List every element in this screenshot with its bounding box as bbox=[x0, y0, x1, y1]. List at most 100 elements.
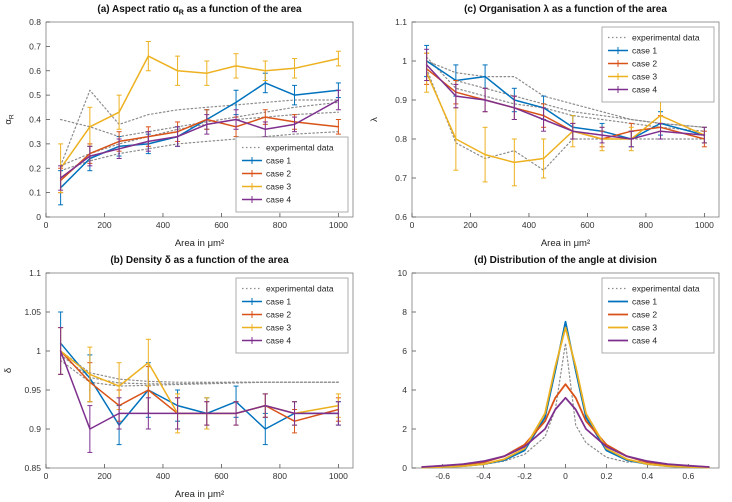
x-tick-label: 800 bbox=[273, 220, 287, 230]
chart-title: (c) Organisation λ as a function of the … bbox=[464, 4, 667, 15]
chart-aspect-ratio: 0 200 400 600 800 1000 0 0.1 0.2 0.3 0.4 0.5 0.6 0.7 0… bbox=[3, 4, 354, 249]
x-tick-label: 600 bbox=[214, 220, 228, 230]
x-tick-label: 1000 bbox=[329, 220, 348, 230]
y-tick-label: 2 bbox=[402, 424, 407, 434]
y-tick-label: 0 bbox=[402, 463, 407, 473]
y-axis-label: δ bbox=[3, 368, 14, 373]
y-tick-label: 1 bbox=[36, 346, 41, 356]
y-tick-label: 0.4 bbox=[29, 115, 41, 125]
legend: experimental data case 1 case 2 case 3 case … bbox=[601, 26, 715, 103]
y-tick-label: 0.2 bbox=[29, 163, 41, 173]
series-experimental-data-2 bbox=[425, 56, 705, 132]
series-case-4 bbox=[421, 396, 710, 468]
series-case-3 bbox=[421, 326, 710, 469]
series-experimental-data-4 bbox=[425, 60, 705, 128]
x-tick-label: 0.6 bbox=[682, 471, 694, 481]
y-axis-label: λ bbox=[369, 117, 380, 122]
series-case-2 bbox=[421, 383, 710, 468]
chart-title: (b) Density δ as a function of the area bbox=[110, 255, 289, 266]
x-axis-label: Area in μm² bbox=[541, 238, 590, 249]
y-tick-label: 0.6 bbox=[395, 212, 407, 222]
series-case-3 bbox=[58, 41, 341, 194]
legend-label: case 3 bbox=[632, 323, 657, 333]
legend-label: case 3 bbox=[266, 182, 291, 192]
y-tick-label: 0.3 bbox=[29, 139, 41, 149]
series-experimental-data-3 bbox=[59, 359, 339, 387]
x-tick-label: 1000 bbox=[329, 471, 348, 481]
x-tick-label: 0 bbox=[44, 220, 49, 230]
legend-label: experimental data bbox=[632, 284, 700, 294]
x-tick-label: 0.4 bbox=[641, 471, 653, 481]
y-tick-label: 8 bbox=[402, 307, 407, 317]
y-tick-label: 0.7 bbox=[29, 41, 41, 51]
y-tick-label: 1.1 bbox=[395, 17, 407, 27]
y-tick-label: 0 bbox=[36, 212, 41, 222]
y-tick-label: 0.8 bbox=[395, 134, 407, 144]
chart-title: (a) Aspect ratio αR as a function of the… bbox=[97, 4, 302, 17]
chart-organisation: 0 200 400 600 800 1000 0.6 0.7 0.8 0.9 1 1.1 (c) Org… bbox=[369, 4, 720, 249]
y-tick-label: 4 bbox=[402, 385, 407, 395]
legend-label: case 2 bbox=[266, 169, 291, 179]
legend-label: experimental data bbox=[632, 33, 700, 43]
y-axis-label: αR bbox=[3, 114, 16, 125]
y-tick-label: 0.8 bbox=[29, 17, 41, 27]
series-experimental-data bbox=[59, 89, 339, 167]
y-tick-label: 1 bbox=[402, 56, 407, 66]
y-tick-label: 0.6 bbox=[29, 66, 41, 76]
y-tick-label: 6 bbox=[402, 346, 407, 356]
legend-label: case 3 bbox=[266, 323, 291, 333]
legend-label: case 1 bbox=[266, 297, 291, 307]
y-tick-label: 0.1 bbox=[29, 188, 41, 198]
plot-box bbox=[45, 272, 354, 469]
x-tick-label: -0.4 bbox=[476, 471, 491, 481]
x-tick-label: 200 bbox=[97, 471, 111, 481]
x-tick-label: 200 bbox=[463, 220, 477, 230]
x-tick-label: 800 bbox=[639, 220, 653, 230]
x-tick-label: 600 bbox=[214, 471, 228, 481]
x-tick-label: 600 bbox=[580, 220, 594, 230]
legend-label: case 4 bbox=[632, 336, 657, 346]
chart-title: (d) Distribution of the angle at divisio… bbox=[474, 255, 657, 266]
series-experimental-data bbox=[425, 60, 705, 128]
y-tick-label: 0.9 bbox=[29, 424, 41, 434]
legend-label: case 4 bbox=[632, 85, 657, 95]
x-tick-label: 0 bbox=[410, 220, 415, 230]
x-tick-label: 400 bbox=[522, 220, 536, 230]
x-tick-label: -0.6 bbox=[435, 471, 450, 481]
y-tick-label: 0.85 bbox=[24, 463, 41, 473]
chart-angle-distribution: -0.6 -0.4 -0.2 0 0.2 0.4 0.6 0 2 4 6 8 10 (d) Distrib… bbox=[398, 255, 720, 481]
legend: experimental data case 1 case 2 case 3 case … bbox=[235, 277, 349, 354]
legend-label: case 2 bbox=[632, 310, 657, 320]
series-experimental-data-2 bbox=[59, 101, 339, 138]
legend: experimental data case 1 case 2 case 3 case … bbox=[235, 136, 349, 213]
series-experimental-data-3 bbox=[59, 131, 339, 172]
series-experimental-data-3 bbox=[425, 68, 705, 171]
y-tick-label: 1.1 bbox=[29, 268, 41, 278]
legend-label: case 4 bbox=[266, 195, 291, 205]
x-tick-label: 0 bbox=[44, 471, 49, 481]
series-experimental-data bbox=[421, 342, 710, 469]
x-tick-label: 400 bbox=[156, 220, 170, 230]
legend-label: case 2 bbox=[266, 310, 291, 320]
legend-label: case 1 bbox=[632, 297, 657, 307]
series-case-4 bbox=[58, 89, 341, 191]
series-experimental-data bbox=[59, 350, 339, 383]
y-tick-label: 1.05 bbox=[24, 307, 41, 317]
x-tick-label: 800 bbox=[273, 471, 287, 481]
plot-box bbox=[411, 21, 720, 218]
x-tick-label: 0 bbox=[563, 471, 568, 481]
legend-label: experimental data bbox=[266, 143, 334, 153]
chart-density: 0 200 400 600 800 1000 0.85 0.9 0.95 1 1.05 1.1 (b) … bbox=[3, 255, 354, 500]
legend-label: experimental data bbox=[266, 284, 334, 294]
y-tick-label: 0.7 bbox=[395, 173, 407, 183]
x-axis-label: Area in μm² bbox=[175, 489, 224, 500]
y-tick-label: 0.95 bbox=[24, 385, 41, 395]
x-tick-label: 200 bbox=[97, 220, 111, 230]
x-tick-label: 1000 bbox=[695, 220, 714, 230]
series-case-4 bbox=[424, 48, 707, 148]
y-tick-label: 0.5 bbox=[29, 90, 41, 100]
legend-label: case 1 bbox=[632, 46, 657, 56]
x-tick-label: -0.2 bbox=[517, 471, 532, 481]
x-tick-label: 0.2 bbox=[601, 471, 613, 481]
